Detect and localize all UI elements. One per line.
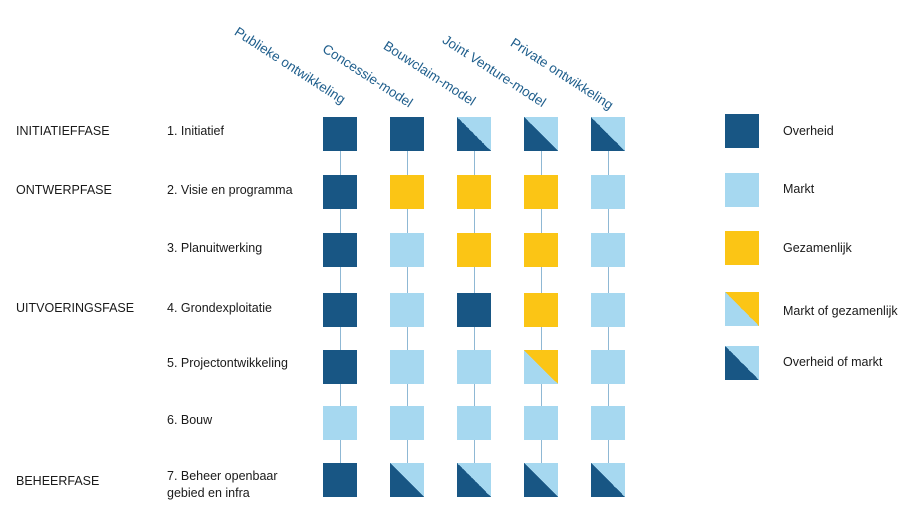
step-label-4: 4. Grondexploitatie (167, 301, 272, 315)
matrix-cell-gezamenlijk (524, 175, 558, 209)
matrix-cell-markt (390, 350, 424, 384)
matrix-cell-overheid (390, 117, 424, 151)
matrix-cell-gezamenlijk (457, 233, 491, 267)
phase-ontwerp: ONTWERPFASE (16, 183, 112, 197)
matrix-cell-overheid-of-markt (591, 117, 625, 151)
step-label-6: 6. Bouw (167, 413, 213, 427)
legend-swatch-markt-of-gezamenlijk (725, 292, 759, 326)
matrix-cell-gezamenlijk (524, 293, 558, 327)
matrix-cell-gezamenlijk (524, 233, 558, 267)
legend-swatch-gezamenlijk (725, 231, 759, 265)
legend-label-markt: Markt (783, 182, 815, 196)
matrix-cell-gezamenlijk (457, 175, 491, 209)
matrix-cell-markt (323, 406, 357, 440)
matrix-cell-markt (390, 293, 424, 327)
matrix-cell-markt (457, 350, 491, 384)
legend-swatch-markt (725, 173, 759, 207)
step-label-7: 7. Beheer openbaar gebied en infra (167, 469, 278, 500)
matrix-cell-markt (390, 233, 424, 267)
legend-label-markt-of-gezamenlijk: Markt of gezamenlijk (783, 304, 898, 318)
matrix-cell-overheid (323, 463, 357, 497)
matrix-cell-markt (457, 406, 491, 440)
matrix-cell-markt (524, 406, 558, 440)
matrix-cell-markt (591, 406, 625, 440)
matrix-cell-overheid (323, 117, 357, 151)
matrix-cell-markt (591, 233, 625, 267)
matrix-cell-gezamenlijk (390, 175, 424, 209)
matrix-cell-markt (591, 293, 625, 327)
matrix-cell-overheid (457, 293, 491, 327)
legend-label-overheid-of-markt: Overheid of markt (783, 355, 883, 369)
step-label-3: 3. Planuitwerking (167, 241, 263, 255)
col-header-private: Private ontwikkeling (507, 35, 617, 113)
step-label-2: 2. Visie en programma (167, 183, 293, 197)
matrix-cell-overheid (323, 293, 357, 327)
matrix-cell-markt (591, 350, 625, 384)
matrix-cell-overheid-of-markt (524, 463, 558, 497)
matrix-cell-markt-of-gezamenlijk (524, 350, 558, 384)
matrix-cell-markt (390, 406, 424, 440)
phase-uitvoering: UITVOERINGSFASE (16, 301, 135, 315)
col-header-publieke: Publieke ontwikkeling (231, 24, 349, 107)
step-label-5: 5. Projectontwikkeling (167, 356, 288, 370)
legend-swatch-overheid (725, 114, 759, 148)
matrix-cell-overheid-of-markt (457, 463, 491, 497)
matrix-cell-overheid-of-markt (591, 463, 625, 497)
legend-label-gezamenlijk: Gezamenlijk (783, 241, 852, 255)
matrix-cell-overheid-of-markt (390, 463, 424, 497)
step-label-1: 1. Initiatief (167, 124, 224, 138)
matrix-cell-overheid (323, 350, 357, 384)
legend-label-overheid: Overheid (783, 124, 834, 138)
matrix-cell-overheid-of-markt (457, 117, 491, 151)
matrix-cell-overheid (323, 175, 357, 209)
legend-swatch-overheid-of-markt (725, 346, 759, 380)
phase-initiatief: INITIATIEFFASE (16, 124, 110, 138)
matrix-cell-overheid (323, 233, 357, 267)
matrix-cell-markt (591, 175, 625, 209)
phase-beheer: BEHEERFASE (16, 474, 100, 488)
matrix-cell-overheid-of-markt (524, 117, 558, 151)
